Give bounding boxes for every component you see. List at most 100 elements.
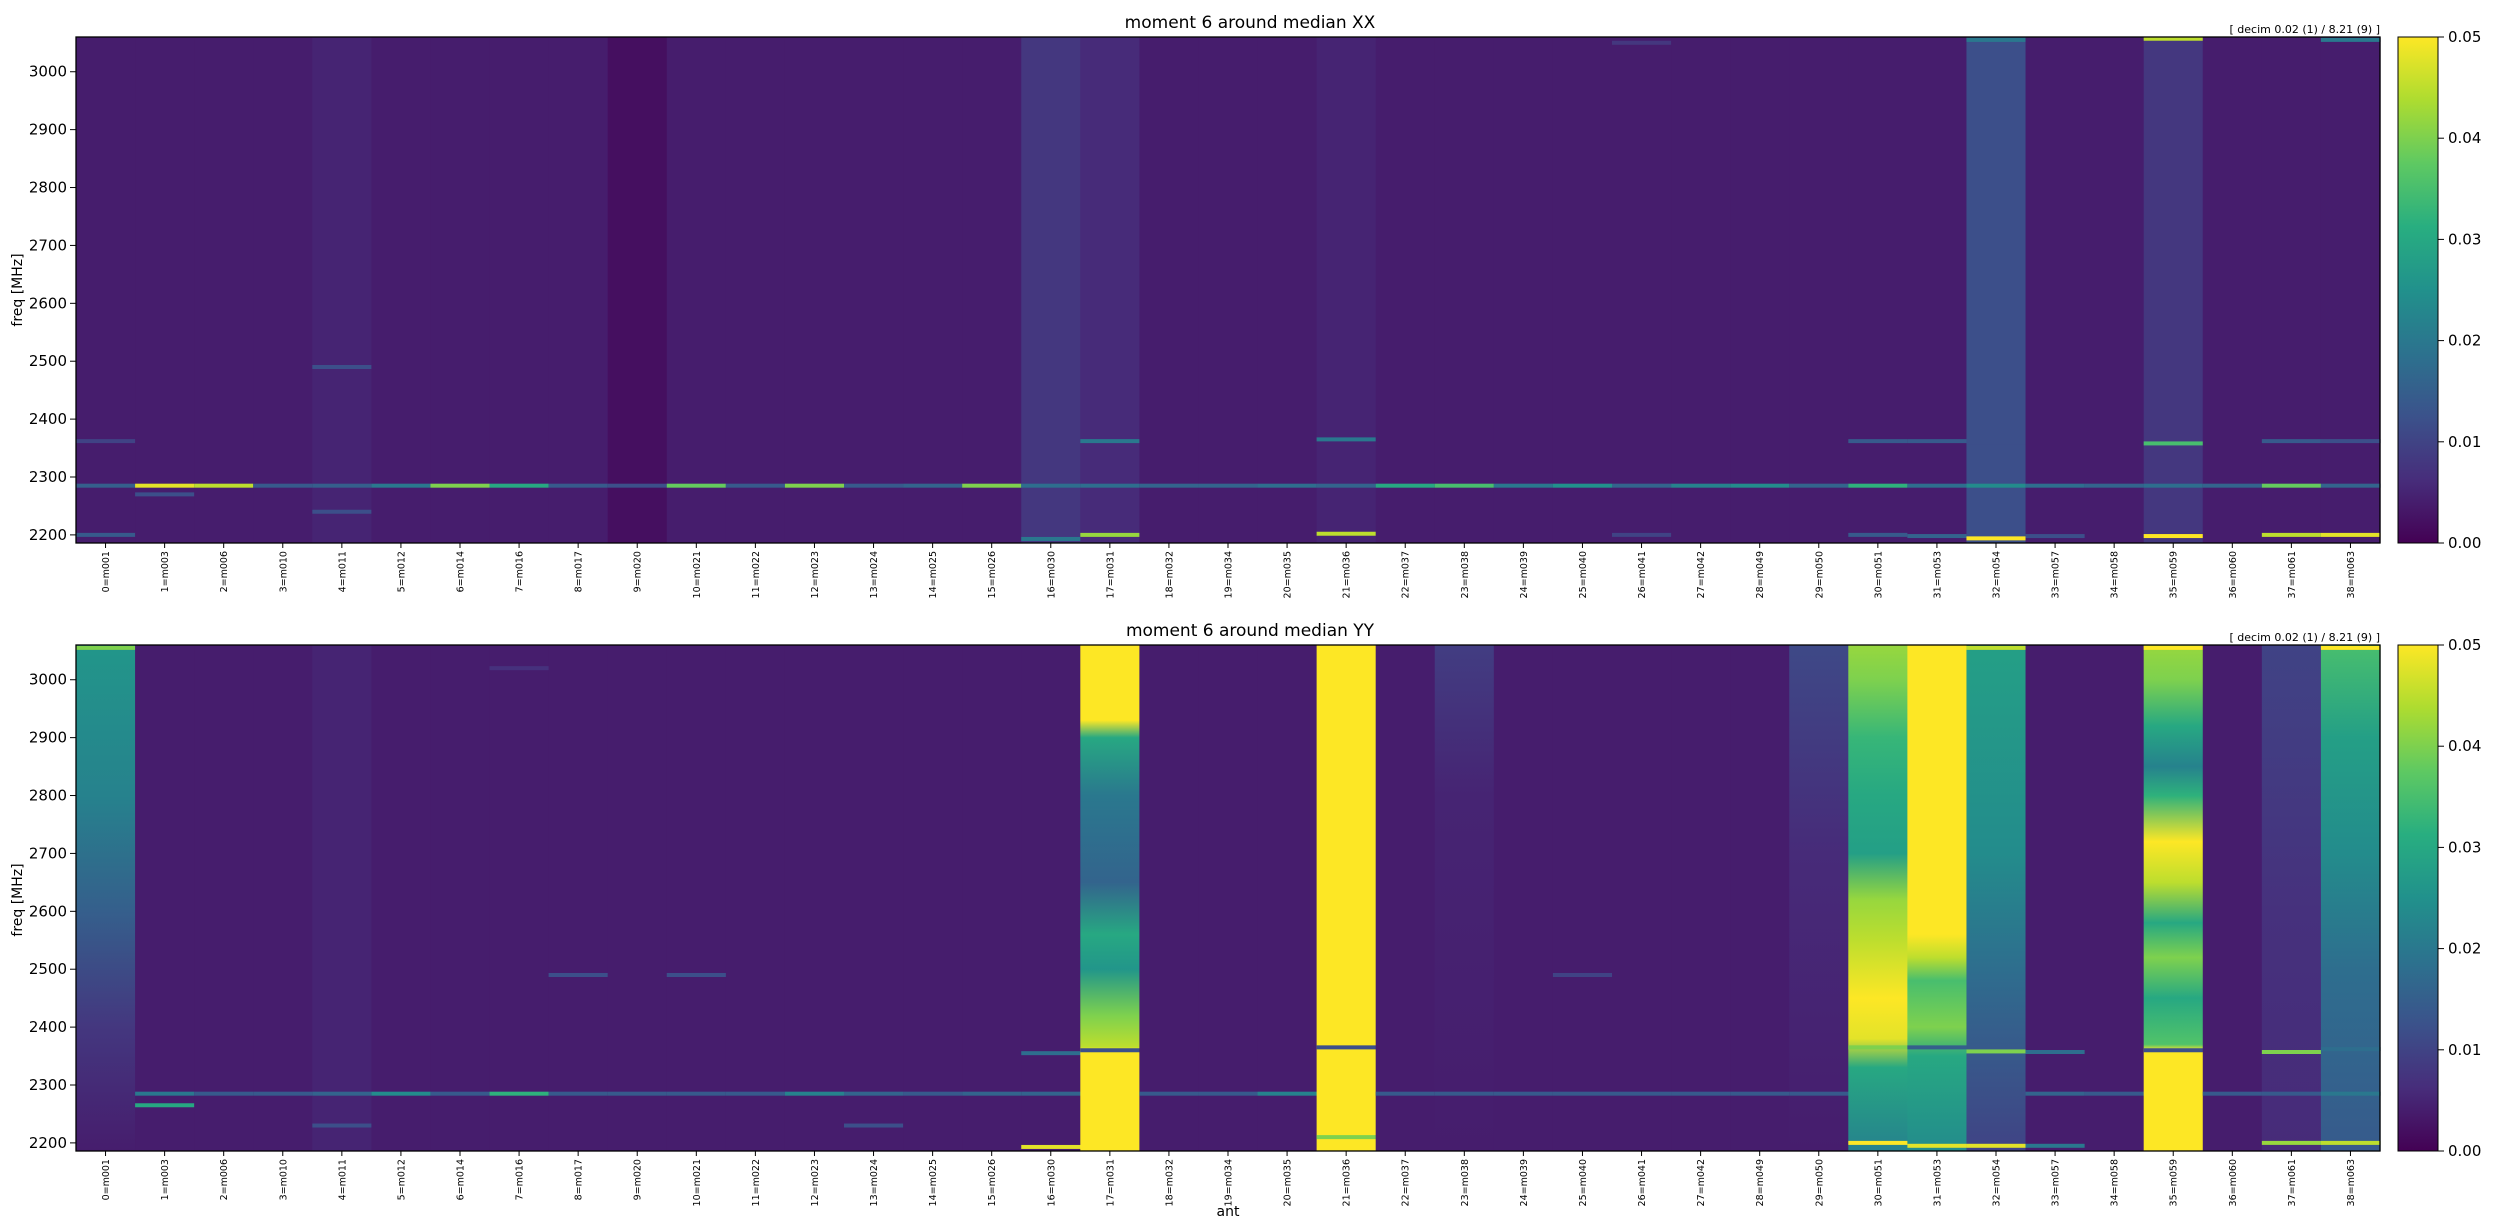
heatmap-column-33=m057	[2025, 37, 2086, 543]
heatmap-column-0=m001	[76, 645, 136, 1151]
heatmap-line	[1493, 483, 1554, 488]
heatmap-column-35=m059	[2143, 36, 2204, 543]
heatmap-line	[312, 1123, 372, 1128]
heatmap-line	[489, 483, 550, 488]
heatmap-line	[312, 509, 372, 514]
x-tick-label: 37=m061	[2287, 1159, 2298, 1206]
x-tick-label: 3=m010	[278, 1159, 289, 1200]
heatmap-cell	[1848, 645, 1908, 1151]
heatmap-cell	[666, 37, 727, 543]
heatmap-column-19=m034	[1198, 37, 1259, 543]
heatmap-cell	[253, 37, 313, 543]
heatmap-column-10=m021	[666, 645, 727, 1151]
colorbar-tick-label: 0.00	[2448, 534, 2481, 552]
heatmap-line	[1848, 532, 1908, 537]
heatmap-line	[1434, 483, 1495, 488]
heatmap-column-30=m051	[1848, 37, 1908, 543]
heatmap-cell	[1080, 37, 1140, 543]
heatmap-line	[1848, 439, 1908, 444]
heatmap-line	[666, 973, 727, 977]
heatmap-cell	[2084, 37, 2145, 543]
heatmap-line	[2143, 36, 2204, 41]
heatmap-line	[2320, 483, 2381, 488]
x-tick-label: 27=m042	[1696, 1159, 1707, 1206]
x-tick-label: 11=m022	[751, 1159, 762, 1206]
x-tick-label: 10=m021	[692, 1159, 703, 1206]
heatmap-cell	[194, 645, 254, 1151]
heatmap-cell	[430, 37, 491, 543]
heatmap-line	[312, 365, 372, 369]
heatmap-line	[312, 1091, 372, 1096]
heatmap-column-23=m038	[1434, 37, 1495, 543]
x-tick-label: 36=m060	[2228, 1159, 2239, 1206]
heatmap-column-16=m030	[1021, 37, 1081, 543]
x-axis-yy: 0=m001 1=m003 2=m006 3=m010 4=m011 5=m012 6=m0…	[101, 1151, 2357, 1206]
heatmap-cell	[2143, 645, 2204, 1151]
heatmap-column-15=m026	[962, 37, 1022, 543]
x-tick-label: 23=m038	[1460, 1159, 1471, 1206]
heatmap-line	[1080, 483, 1140, 488]
heatmap-cell	[1021, 37, 1081, 543]
heatmap-line	[1966, 37, 2027, 42]
heatmap-column-11=m022	[725, 37, 786, 543]
heatmap-column-24=m039	[1493, 37, 1554, 543]
panel-yy: moment 6 around median YY [ decim 0.02 (…	[10, 621, 2481, 1220]
y-axis-yy: 2200 2300 2400 2500 2600 2700 2800 2900 3000	[29, 671, 76, 1152]
heatmap-column-37=m061	[2261, 645, 2322, 1151]
heatmap-line	[430, 483, 491, 488]
heatmap-cell	[1848, 37, 1908, 543]
x-tick-label: 19=m034	[1224, 1159, 1235, 1206]
heatmap-line	[784, 1091, 845, 1096]
y-tick-label: 2800	[29, 787, 67, 805]
heatmap-line	[2143, 441, 2204, 446]
heatmap-line	[1966, 440, 2027, 445]
x-tick-label: 2=m006	[219, 551, 230, 592]
heatmap-cell	[1730, 37, 1790, 543]
x-tick-label: 30=m051	[1873, 551, 1884, 598]
heatmap-line	[1848, 483, 1908, 488]
heatmap-cell	[1080, 645, 1140, 1151]
x-tick-label: 4=m011	[337, 1159, 348, 1200]
heatmap-cell	[607, 645, 668, 1151]
colorbar-tick-label: 0.05	[2448, 28, 2481, 46]
heatmap-line	[135, 1103, 195, 1108]
x-tick-label: 20=m035	[1283, 551, 1294, 598]
heatmap-line	[2025, 1091, 2086, 1096]
x-tick-label: 2=m006	[219, 1159, 230, 1200]
x-tick-label: 37=m061	[2287, 551, 2298, 598]
heatmap-line	[2202, 1091, 2263, 1096]
heatmap-line	[2261, 1140, 2322, 1145]
heatmap-cell	[962, 37, 1022, 543]
heatmap-column-29=m050	[1789, 645, 1849, 1151]
x-tick-label: 33=m057	[2051, 1159, 2062, 1206]
heatmap-column-26=m041	[1612, 37, 1672, 543]
heatmap-line	[548, 1091, 609, 1096]
x-tick-label: 38=m063	[2346, 1159, 2357, 1206]
heatmap-column-31=m053	[1907, 645, 1968, 1151]
heatmap-line	[2320, 37, 2381, 42]
heatmap-line	[1316, 1135, 1377, 1140]
colorbar-ticks-yy: 0.00 0.01 0.02 0.03 0.04 0.05	[2438, 636, 2481, 1160]
y-tick-label: 2400	[29, 410, 67, 428]
heatmap-cell	[1789, 37, 1849, 543]
heatmap-column-38=m063	[2320, 37, 2381, 543]
heatmap-cell	[1375, 37, 1436, 543]
x-tick-label: 9=m020	[633, 551, 644, 592]
heatmap-line	[2025, 1050, 2086, 1054]
heatmap-cell	[1493, 37, 1554, 543]
heatmap-line	[607, 1091, 668, 1096]
heatmap-column-8=m017	[548, 37, 609, 543]
heatmap-column-11=m022	[725, 645, 786, 1151]
heatmap-line	[1021, 1091, 1081, 1096]
x-tick-label: 10=m021	[692, 551, 703, 598]
heatmap-cell	[489, 37, 550, 543]
chart-title-xx: moment 6 around median XX	[1125, 13, 1376, 33]
x-tick-label: 15=m026	[987, 551, 998, 598]
heatmap-line	[1552, 973, 1613, 977]
heatmap-column-7=m016	[489, 645, 550, 1151]
heatmap-cell	[1139, 645, 1200, 1151]
x-tick-label: 21=m036	[1342, 1159, 1353, 1206]
heatmap-column-28=m049	[1730, 37, 1790, 543]
y-tick-label: 3000	[29, 63, 67, 81]
x-tick-label: 22=m037	[1401, 1159, 1412, 1206]
